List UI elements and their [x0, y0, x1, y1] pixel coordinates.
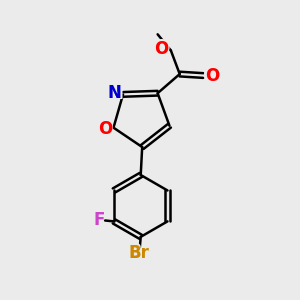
Text: N: N	[107, 83, 123, 102]
Text: F: F	[94, 211, 105, 229]
Text: N: N	[108, 84, 122, 102]
Text: Br: Br	[129, 244, 150, 262]
Text: N: N	[108, 84, 122, 102]
Text: O: O	[96, 119, 114, 139]
Text: O: O	[203, 65, 221, 86]
Text: O: O	[205, 67, 219, 85]
Text: F: F	[94, 211, 105, 229]
Text: O: O	[98, 120, 112, 138]
Text: O: O	[154, 40, 169, 58]
Text: O: O	[205, 67, 219, 85]
Text: N: N	[106, 83, 124, 103]
Text: F: F	[92, 210, 106, 230]
Text: O: O	[154, 40, 169, 58]
Text: O: O	[204, 66, 220, 85]
Text: O: O	[153, 39, 170, 59]
Text: O: O	[98, 120, 112, 138]
Text: O: O	[97, 120, 114, 139]
Text: Br: Br	[129, 244, 150, 262]
Text: O: O	[153, 40, 170, 58]
Text: Br: Br	[126, 243, 152, 263]
